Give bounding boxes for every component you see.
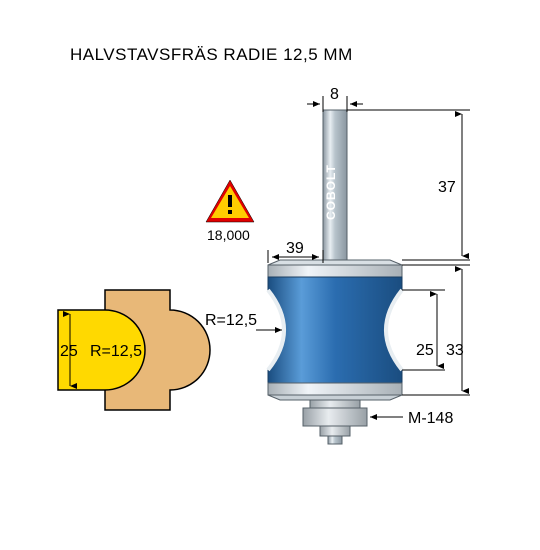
warning-icon: 18,000 xyxy=(206,180,254,243)
router-bit: COBOLT xyxy=(268,110,402,444)
brand-label: COBOLT xyxy=(324,164,338,220)
bearing xyxy=(303,408,367,426)
dim-shank-length: 37 xyxy=(347,110,470,260)
profile-height-label: 25 xyxy=(60,343,78,360)
cutter-body xyxy=(268,277,402,383)
svg-text:R=12,5: R=12,5 xyxy=(205,312,257,329)
dim-cutter-height: 25 xyxy=(402,290,445,370)
profile-diagram: 25 R=12,5 xyxy=(58,290,210,410)
dim-radius: R=12,5 xyxy=(205,312,282,330)
warning-rpm-label: 18,000 xyxy=(207,227,250,243)
svg-text:37: 37 xyxy=(438,179,456,196)
svg-text:8: 8 xyxy=(330,86,339,103)
svg-text:39: 39 xyxy=(286,240,304,257)
dim-head-height: 33 xyxy=(402,265,470,395)
diagram-svg: 25 R=12,5 18,000 COBOLT xyxy=(0,0,540,550)
dim-bearing-model: M-148 xyxy=(370,410,453,427)
svg-text:33: 33 xyxy=(446,342,464,359)
svg-text:25: 25 xyxy=(416,342,434,359)
profile-radius-label: R=12,5 xyxy=(90,343,142,360)
dim-shank-dia: 8 xyxy=(307,86,363,112)
svg-text:M-148: M-148 xyxy=(408,410,453,427)
